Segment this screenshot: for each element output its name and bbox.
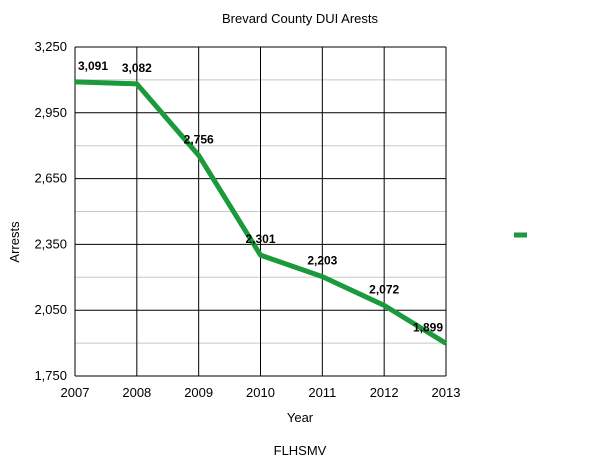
- data-label: 2,301: [245, 232, 275, 246]
- x-tick-label: 2012: [370, 385, 399, 400]
- x-tick-label: 2008: [122, 385, 151, 400]
- y-tick-label: 2,650: [34, 171, 67, 186]
- y-tick-label: 2,950: [34, 105, 67, 120]
- data-label: 3,091: [78, 59, 108, 73]
- data-labels: 3,091 3,082 2,756 2,301 2,203 2,072 1,899: [78, 59, 443, 334]
- x-tick-label: 2009: [184, 385, 213, 400]
- x-axis-label: Year: [287, 410, 314, 425]
- data-label: 2,756: [184, 132, 214, 146]
- y-axis-ticks: 1,750 2,050 2,350 2,650 2,950 3,250: [34, 39, 67, 383]
- y-axis-label: Arrests: [7, 221, 22, 263]
- data-label: 1,899: [413, 320, 443, 334]
- series-line: [74, 79, 448, 346]
- data-label: 2,203: [307, 254, 337, 268]
- chart-title: Brevard County DUI Arests: [222, 11, 379, 26]
- data-label: 2,072: [369, 282, 399, 296]
- x-axis-ticks: 2007 2008 2009 2010 2011 2012 2013: [61, 385, 461, 400]
- source-note: FLHSMV: [274, 443, 327, 458]
- y-tick-label: 2,350: [34, 236, 67, 251]
- data-label: 3,082: [122, 61, 152, 75]
- x-tick-label: 2011: [308, 385, 336, 400]
- gridlines: [74, 46, 447, 377]
- series-group: [74, 79, 448, 346]
- y-tick-label: 1,750: [34, 368, 67, 383]
- x-tick-label: 2007: [61, 385, 90, 400]
- y-tick-label: 2,050: [34, 302, 67, 317]
- x-tick-label: 2013: [432, 385, 461, 400]
- x-tick-label: 2010: [246, 385, 275, 400]
- y-tick-label: 3,250: [34, 39, 67, 54]
